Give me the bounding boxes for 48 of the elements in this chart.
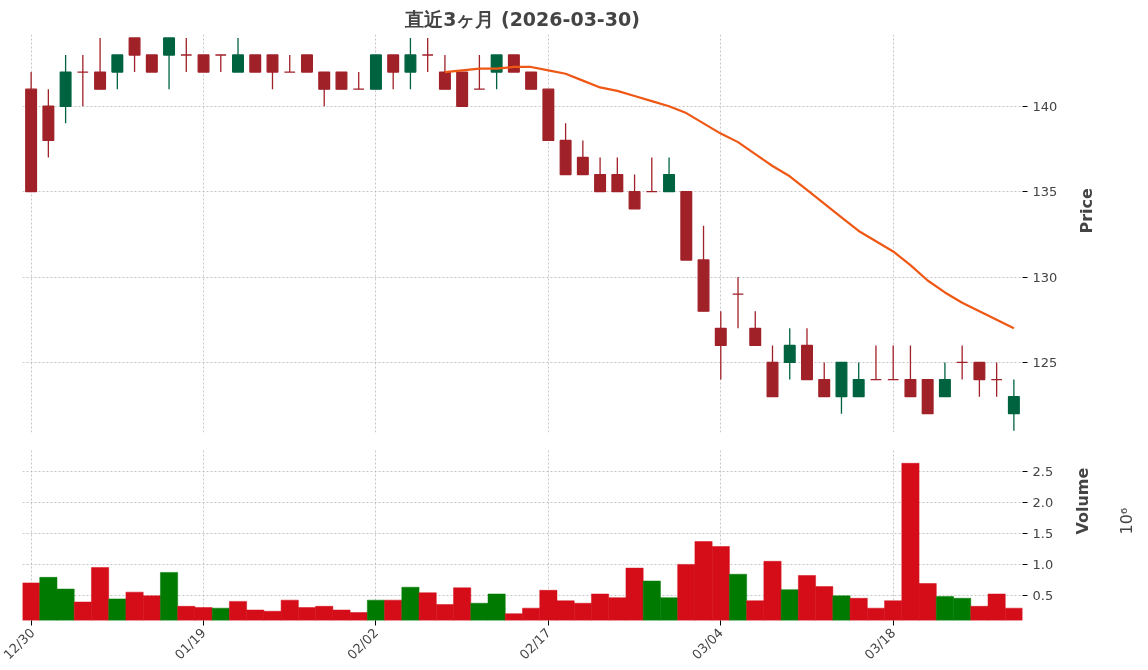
candlestick xyxy=(869,344,882,381)
y-tick-label: 125 xyxy=(1032,354,1058,370)
y-tick-label: 140 xyxy=(1032,98,1058,114)
candlestick xyxy=(163,37,176,90)
y-tick-label: 135 xyxy=(1032,184,1058,200)
text: 10⁶ xyxy=(1117,507,1136,535)
candlestick xyxy=(904,344,917,398)
candlestick xyxy=(404,37,417,90)
candlestick xyxy=(990,361,1003,398)
candlestick xyxy=(956,344,969,381)
candlestick xyxy=(818,361,831,398)
candlestick xyxy=(714,310,727,381)
y-axis-title: Price xyxy=(1076,187,1096,234)
chart-title: 直近3ヶ月 (2026-03-30) xyxy=(404,7,640,30)
candlestick xyxy=(473,54,486,90)
candlestick xyxy=(663,156,676,193)
y-axis-title: Volume xyxy=(1072,467,1092,535)
candlestick xyxy=(611,156,624,193)
candlestick xyxy=(576,139,589,176)
candlestick xyxy=(76,54,89,107)
candlestick xyxy=(266,54,279,90)
candlestick xyxy=(180,37,193,73)
y-tick-label: 2.0 xyxy=(1032,495,1054,511)
y-tick-label: 1.0 xyxy=(1032,556,1054,572)
candlestick xyxy=(438,54,451,90)
candlestick xyxy=(645,156,658,193)
candlestick xyxy=(94,37,107,90)
y-tick-label: 1.5 xyxy=(1032,526,1054,542)
candlestick xyxy=(973,361,986,398)
y-tick-label: 2.5 xyxy=(1032,464,1054,480)
y-tick-label: 130 xyxy=(1032,269,1058,285)
candlestick xyxy=(232,37,245,73)
candlestick xyxy=(594,156,607,193)
candlestick xyxy=(1007,378,1020,432)
candlestick xyxy=(628,173,641,210)
candlestick xyxy=(387,54,400,90)
y-tick-label: 0.5 xyxy=(1032,587,1054,603)
candlestick xyxy=(490,54,503,90)
candlestick xyxy=(111,54,124,90)
candlestick xyxy=(732,276,745,329)
candlestick xyxy=(128,37,141,73)
candlestick xyxy=(852,361,865,398)
candlestick xyxy=(887,344,900,381)
candlestick xyxy=(421,37,434,73)
candlestick xyxy=(783,327,796,381)
candlestick xyxy=(938,361,951,398)
candlestick xyxy=(318,71,331,107)
candlestick xyxy=(749,310,762,347)
